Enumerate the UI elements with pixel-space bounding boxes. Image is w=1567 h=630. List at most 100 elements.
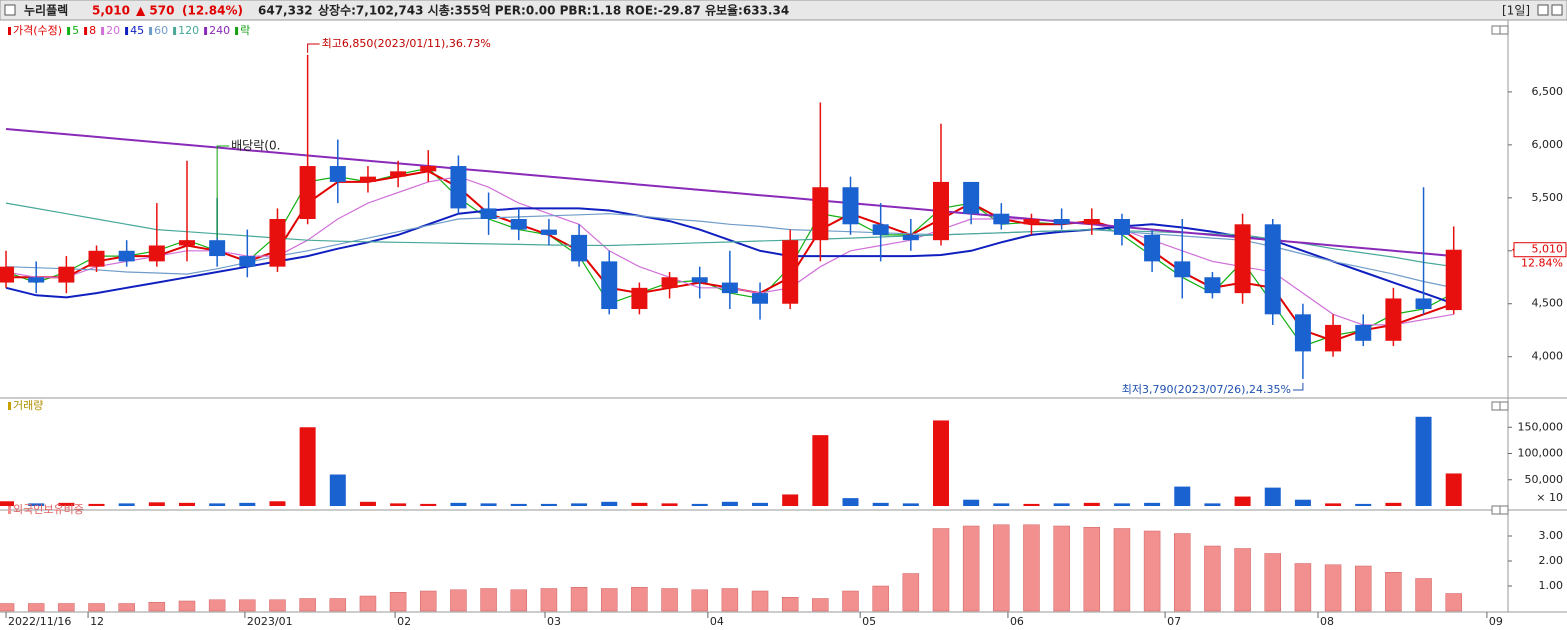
legend-label[interactable]: 8 — [89, 24, 96, 37]
y-tick-label: 3.00 — [1539, 529, 1564, 542]
info: 상장수:7,102,743 시총:355억 PER:0.00 PBR:1.18 … — [318, 3, 789, 18]
bar — [1445, 473, 1462, 506]
candle-body — [118, 250, 135, 262]
bar — [359, 595, 377, 612]
bar — [1053, 525, 1070, 612]
candle-body — [1355, 324, 1372, 341]
bar — [842, 498, 859, 506]
candle-body — [1113, 219, 1130, 235]
bar — [329, 598, 347, 612]
candle-body — [1053, 219, 1070, 225]
candle-body — [691, 277, 708, 283]
bar — [661, 588, 678, 612]
legend-swatch — [149, 27, 153, 35]
panel-title: 외국인보유비중 — [13, 503, 84, 516]
stock-name: 누리플렉 — [24, 3, 68, 18]
candle-body — [1204, 277, 1221, 294]
x-tick-label: 06 — [1010, 615, 1024, 628]
candle-body — [1294, 314, 1311, 352]
candle-body — [299, 166, 316, 220]
bar — [962, 525, 980, 612]
bar — [1324, 564, 1342, 612]
panel-icon[interactable] — [1491, 401, 1501, 411]
bar — [1174, 533, 1191, 612]
annotation-dividend: 배당락(0. — [231, 139, 280, 153]
bar — [510, 589, 528, 612]
panel-icon[interactable] — [1499, 505, 1509, 515]
candle-body — [752, 293, 769, 304]
x-tick-label: 08 — [1320, 615, 1334, 628]
candle-body — [239, 256, 256, 267]
panel-icon[interactable] — [1491, 505, 1501, 515]
ma-line — [5, 128, 1454, 258]
legend-label[interactable]: 120 — [178, 24, 199, 37]
bar — [148, 602, 166, 612]
annotation-high: 최고6,850(2023/01/11),36.73% — [322, 37, 491, 50]
legend-label[interactable]: 가격(수정) — [13, 24, 62, 37]
bar — [691, 589, 708, 612]
change: ▲ 570 — [136, 4, 174, 18]
y-tick-label: 4,000 — [1532, 350, 1564, 363]
bar — [329, 474, 346, 506]
close-button[interactable] — [1551, 4, 1563, 16]
legend-label[interactable]: 240 — [209, 24, 230, 37]
window-button[interactable] — [1537, 4, 1549, 16]
bar — [1385, 572, 1402, 612]
bar — [993, 524, 1010, 612]
annotation-arrow — [307, 43, 320, 53]
legend-swatch — [204, 27, 208, 35]
bar — [1174, 486, 1191, 506]
bar — [1445, 593, 1462, 612]
bar — [1083, 527, 1101, 612]
legend-label[interactable]: 20 — [106, 24, 120, 37]
legend-label[interactable]: 60 — [154, 24, 168, 37]
candle-body — [209, 240, 226, 257]
candle-body — [963, 181, 980, 214]
legend-label[interactable]: 45 — [130, 24, 144, 37]
panel-icon[interactable] — [1499, 25, 1509, 35]
checkbox[interactable] — [4, 4, 16, 16]
bar — [118, 503, 135, 506]
bar — [1053, 503, 1070, 506]
candle-body — [1325, 324, 1342, 352]
bar — [299, 427, 316, 506]
bar — [932, 528, 950, 612]
legend-swatch — [8, 402, 11, 410]
candle-body — [0, 266, 15, 283]
bar — [570, 587, 588, 612]
bar — [510, 503, 527, 506]
candle-body — [661, 277, 678, 288]
panel-icon[interactable] — [1491, 25, 1501, 35]
x-tick-label: 05 — [862, 615, 876, 628]
bar — [58, 502, 75, 506]
period[interactable]: [1일] — [1502, 4, 1530, 18]
bar — [1113, 503, 1130, 506]
bar — [389, 592, 407, 612]
candle-body — [721, 282, 738, 294]
candle-body — [178, 240, 195, 246]
bar — [0, 603, 15, 612]
bar — [691, 503, 708, 506]
legend-label[interactable]: 5 — [72, 24, 79, 37]
legend-swatch — [8, 27, 11, 35]
panel-icon[interactable] — [1499, 401, 1509, 411]
candle-body — [28, 277, 45, 283]
bar — [1325, 503, 1342, 506]
x-tick-label: 2022/11/16 — [8, 615, 71, 628]
bar — [1234, 548, 1251, 612]
candle-body — [932, 181, 949, 241]
bar — [450, 502, 467, 506]
candle-body — [601, 261, 618, 310]
bar — [148, 502, 165, 506]
candle-body — [88, 250, 105, 267]
bar — [178, 600, 196, 612]
legend-label[interactable]: 락 — [240, 24, 250, 37]
candle-body — [480, 208, 497, 220]
candle-body — [1144, 234, 1161, 262]
y-tick-label: 100,000 — [1518, 447, 1564, 460]
legend-swatch — [173, 27, 177, 35]
bar — [842, 590, 859, 612]
bar — [1143, 530, 1161, 612]
bar — [359, 501, 376, 506]
